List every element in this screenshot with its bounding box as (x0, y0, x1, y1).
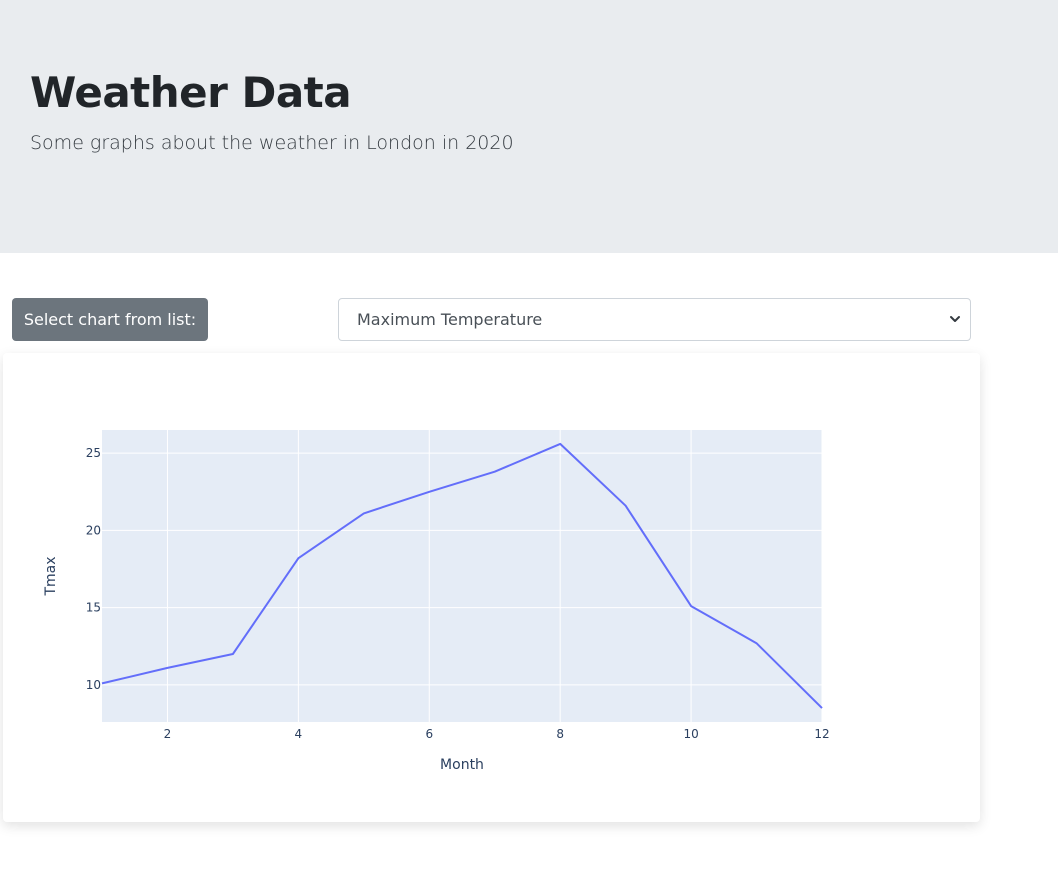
chart-type-select[interactable]: Maximum Temperature (338, 298, 971, 341)
page-title: Weather Data (30, 68, 352, 117)
y-axis-title: Tmax (43, 556, 59, 596)
x-tick-label: 6 (425, 727, 433, 741)
x-tick-label: 12 (814, 727, 829, 741)
series-line (101, 442, 823, 709)
y-tick-label: 25 (86, 446, 101, 460)
header-banner: Weather Data Some graphs about the weath… (0, 0, 1058, 253)
y-tick-label: 20 (86, 523, 101, 537)
x-tick-label: 8 (556, 727, 564, 741)
chart-type-selected-value: Maximum Temperature (357, 310, 543, 329)
x-tick-label: 2 (164, 727, 172, 741)
x-axis-title: Month (440, 757, 484, 773)
chart-card: 2 4 6 8 10 12 10 15 20 25 Month Tmax (3, 353, 980, 822)
line-chart: 2 4 6 8 10 12 10 15 20 25 Month Tmax (43, 430, 830, 773)
y-tick-label: 10 (86, 678, 101, 692)
y-tick-label: 15 (86, 601, 101, 615)
plot-area (102, 430, 822, 722)
chevron-down-icon (950, 316, 960, 322)
x-tick-label: 4 (295, 727, 303, 741)
x-tick-label: 10 (683, 727, 698, 741)
page-subtitle: Some graphs about the weather in London … (30, 132, 514, 154)
select-chart-label: Select chart from list: (12, 298, 208, 341)
